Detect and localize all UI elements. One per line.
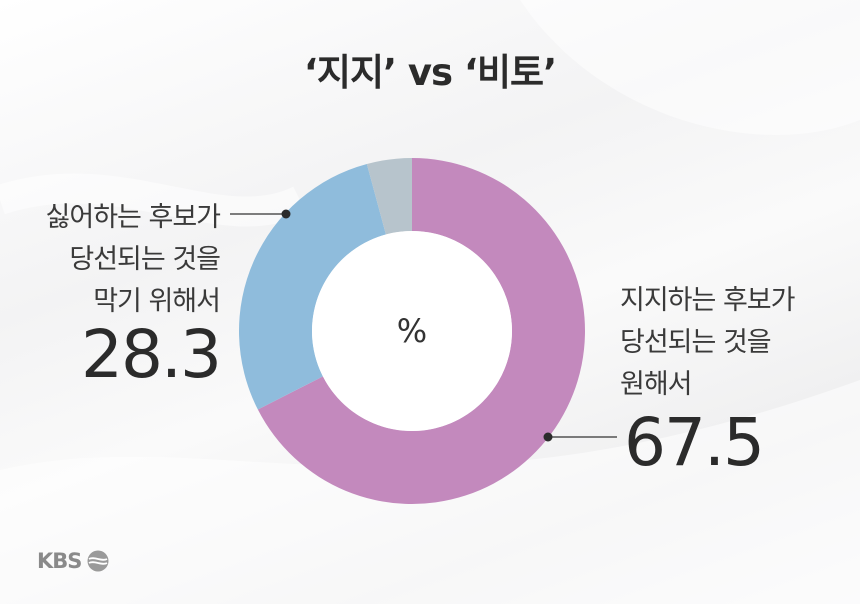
slice-veto [238,163,386,410]
slice-label-support-line-1: 지지하는 후보가 [620,285,795,316]
kbs-logo-icon [87,550,109,572]
slice-label-veto-line-2: 당선되는 것을 [69,244,221,275]
slice-label-support-line-2: 당선되는 것을 [620,327,772,358]
leader-dot-veto [281,209,291,219]
slice-label-veto-line-3: 막기 위해서 [93,286,221,317]
slice-label-support: 지지하는 후보가 당선되는 것을 원해서 [620,280,795,406]
chart-title: ‘지지’ vs ‘비토’ [303,51,557,94]
leader-dot-support [543,432,553,442]
slice-value-support: 67.5 [624,404,765,481]
slice-support [257,158,585,504]
slice-label-veto-line-1: 싫어하는 후보가 [45,202,221,233]
kbs-logo: KBS [37,549,110,573]
logo-text: KBS [37,549,82,573]
donut-hole [312,231,512,431]
slice-label-support-line-3: 원해서 [620,369,693,400]
slice-label-veto: 싫어하는 후보가 당선되는 것을 막기 위해서 [45,197,221,323]
slice-value-veto: 28.3 [81,316,222,393]
center-unit-label: % [397,312,427,350]
slice-other [366,158,412,235]
